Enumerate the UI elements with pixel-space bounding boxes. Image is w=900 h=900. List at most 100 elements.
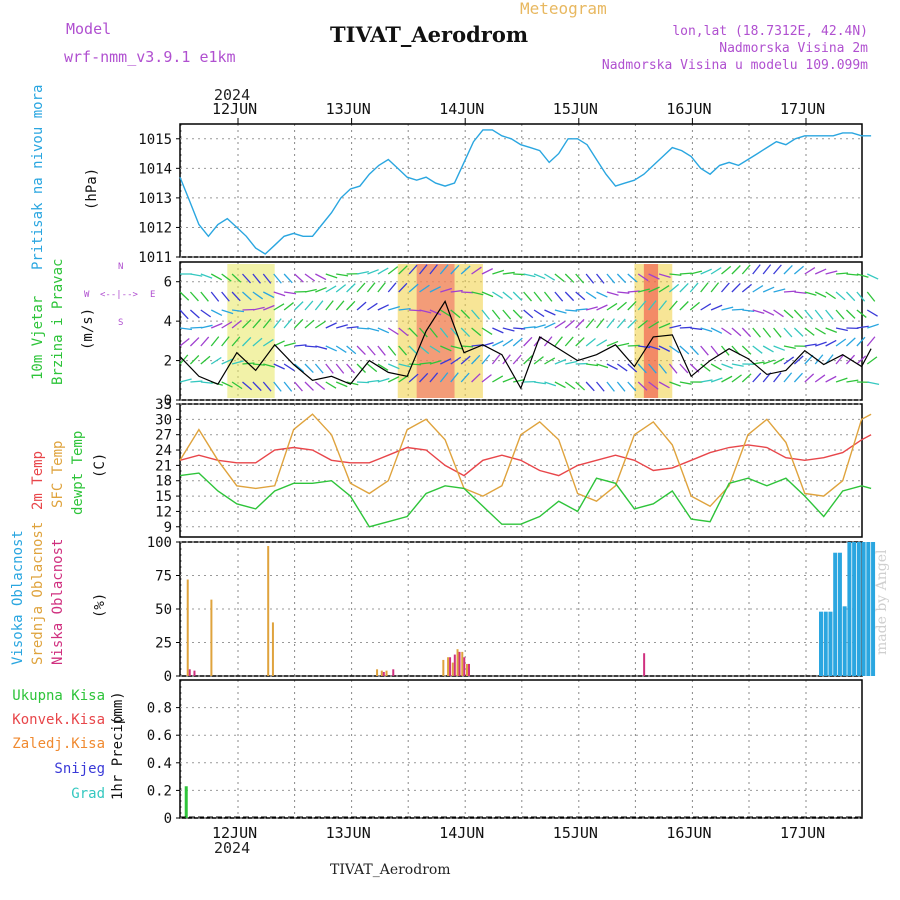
wind-arrow [283, 363, 295, 372]
wind-arrow [606, 340, 619, 347]
wind-arrow [210, 322, 223, 329]
wind-arrow [564, 319, 575, 329]
wind-arrow [835, 354, 845, 365]
wind-arrow [543, 336, 553, 347]
wind-arrow [721, 282, 730, 293]
wind-arrow [741, 345, 752, 355]
wind-arrow [606, 318, 615, 329]
cloud-bar [861, 542, 866, 676]
wind-arrow [585, 306, 598, 311]
wind-arrow [710, 327, 723, 334]
day-label-bottom: 12JUN [212, 824, 257, 842]
wind-arrow [377, 345, 386, 356]
wind-arrow [679, 345, 690, 355]
wind-arrow [606, 363, 618, 371]
wind-arrow [585, 291, 597, 300]
wind-arrow [273, 381, 282, 392]
precip-legend-conv: Konvek.Kisa [12, 712, 105, 728]
wind-arrow [398, 327, 409, 337]
wind-arrow [689, 301, 700, 311]
wind-arrow [200, 381, 213, 384]
wind-arrow [637, 381, 648, 391]
wind-arrow [669, 381, 681, 387]
wind-arrow [627, 273, 638, 283]
compass-n: N [118, 262, 124, 272]
wind-arrow [502, 354, 511, 365]
wind-arrow [648, 381, 659, 390]
wind-arrow [815, 341, 827, 347]
wind-arrow [304, 345, 317, 348]
cloud-bar [392, 669, 395, 676]
wind-arrow [273, 363, 285, 370]
wind-arrow [439, 372, 449, 383]
wind-arrow [450, 372, 459, 383]
wind-arrow [325, 322, 337, 329]
wind-arrow [523, 326, 536, 329]
wind-arrow [773, 309, 784, 318]
meteogram-label: Meteogram [520, 0, 607, 18]
wind-arrow [533, 381, 547, 385]
wind-arrow [263, 291, 275, 299]
cloud-bar [643, 653, 646, 676]
wind-arrow [533, 273, 546, 280]
cloud-bar [461, 651, 464, 676]
wind-arrow [762, 327, 772, 338]
wind-arrow [585, 273, 595, 284]
wind-arrow [398, 363, 411, 368]
cloud-bar [847, 542, 852, 676]
wind-arrow [314, 363, 324, 374]
wind-arrow [513, 327, 526, 330]
wind-arrow [762, 345, 774, 353]
wind-arrow [523, 336, 533, 347]
wind-arrow [387, 376, 400, 383]
wind-arrow [804, 354, 814, 365]
wind-arrow [492, 269, 505, 275]
wind-arrow [773, 264, 782, 275]
wind-arrow [231, 319, 242, 329]
wind-arrow [450, 289, 463, 293]
wind-arrow [335, 363, 345, 374]
precip-tick-label: 0 [164, 811, 172, 827]
wind-arrow [658, 300, 668, 311]
precip-legend-frz: Zaledj.Kisa [12, 736, 105, 752]
wind-arrow [408, 264, 418, 275]
wind-arrow [679, 301, 689, 311]
wind-arrow [856, 309, 867, 318]
wind-arrow [835, 377, 848, 383]
wind-arrow [783, 372, 793, 383]
wind-arrow [325, 345, 337, 352]
wind-arrow [273, 291, 286, 297]
wind-band [643, 264, 659, 398]
wind-arrow [439, 327, 449, 338]
wind-arrow [585, 338, 596, 347]
pressure-tick-label: 1012 [138, 220, 172, 236]
temp-tick-label: 9 [164, 520, 172, 536]
wind-arrow [512, 354, 522, 365]
temp-tick-label: 33 [155, 397, 172, 413]
wind-arrow [575, 273, 585, 284]
wind-arrow [335, 381, 348, 388]
wind-arrow [585, 318, 595, 329]
wind-arrow [242, 381, 253, 391]
cloud-bar [380, 670, 383, 676]
wind-arrow [294, 381, 303, 392]
wind-arrow [408, 327, 418, 337]
cloud-bar [210, 599, 213, 676]
wind-arrow [315, 345, 328, 350]
wind-arrow [658, 381, 670, 389]
wind-arrow [606, 273, 616, 284]
compass-w: W [84, 290, 90, 300]
wind-arrow [242, 308, 255, 311]
wind-arrow [283, 342, 296, 347]
cloud-tick-label: 75 [155, 569, 172, 585]
wind-arrow [409, 309, 422, 312]
wind-arrow [814, 268, 827, 275]
panel-frame-r [179, 679, 863, 819]
wind-arrow [773, 288, 786, 293]
wind-arrow [492, 291, 503, 299]
wind-arrow [544, 273, 556, 281]
panel-frame-p [179, 123, 863, 258]
wind-arrow [252, 337, 263, 347]
wind-arrow [450, 345, 463, 350]
wind-arrow [502, 309, 512, 320]
